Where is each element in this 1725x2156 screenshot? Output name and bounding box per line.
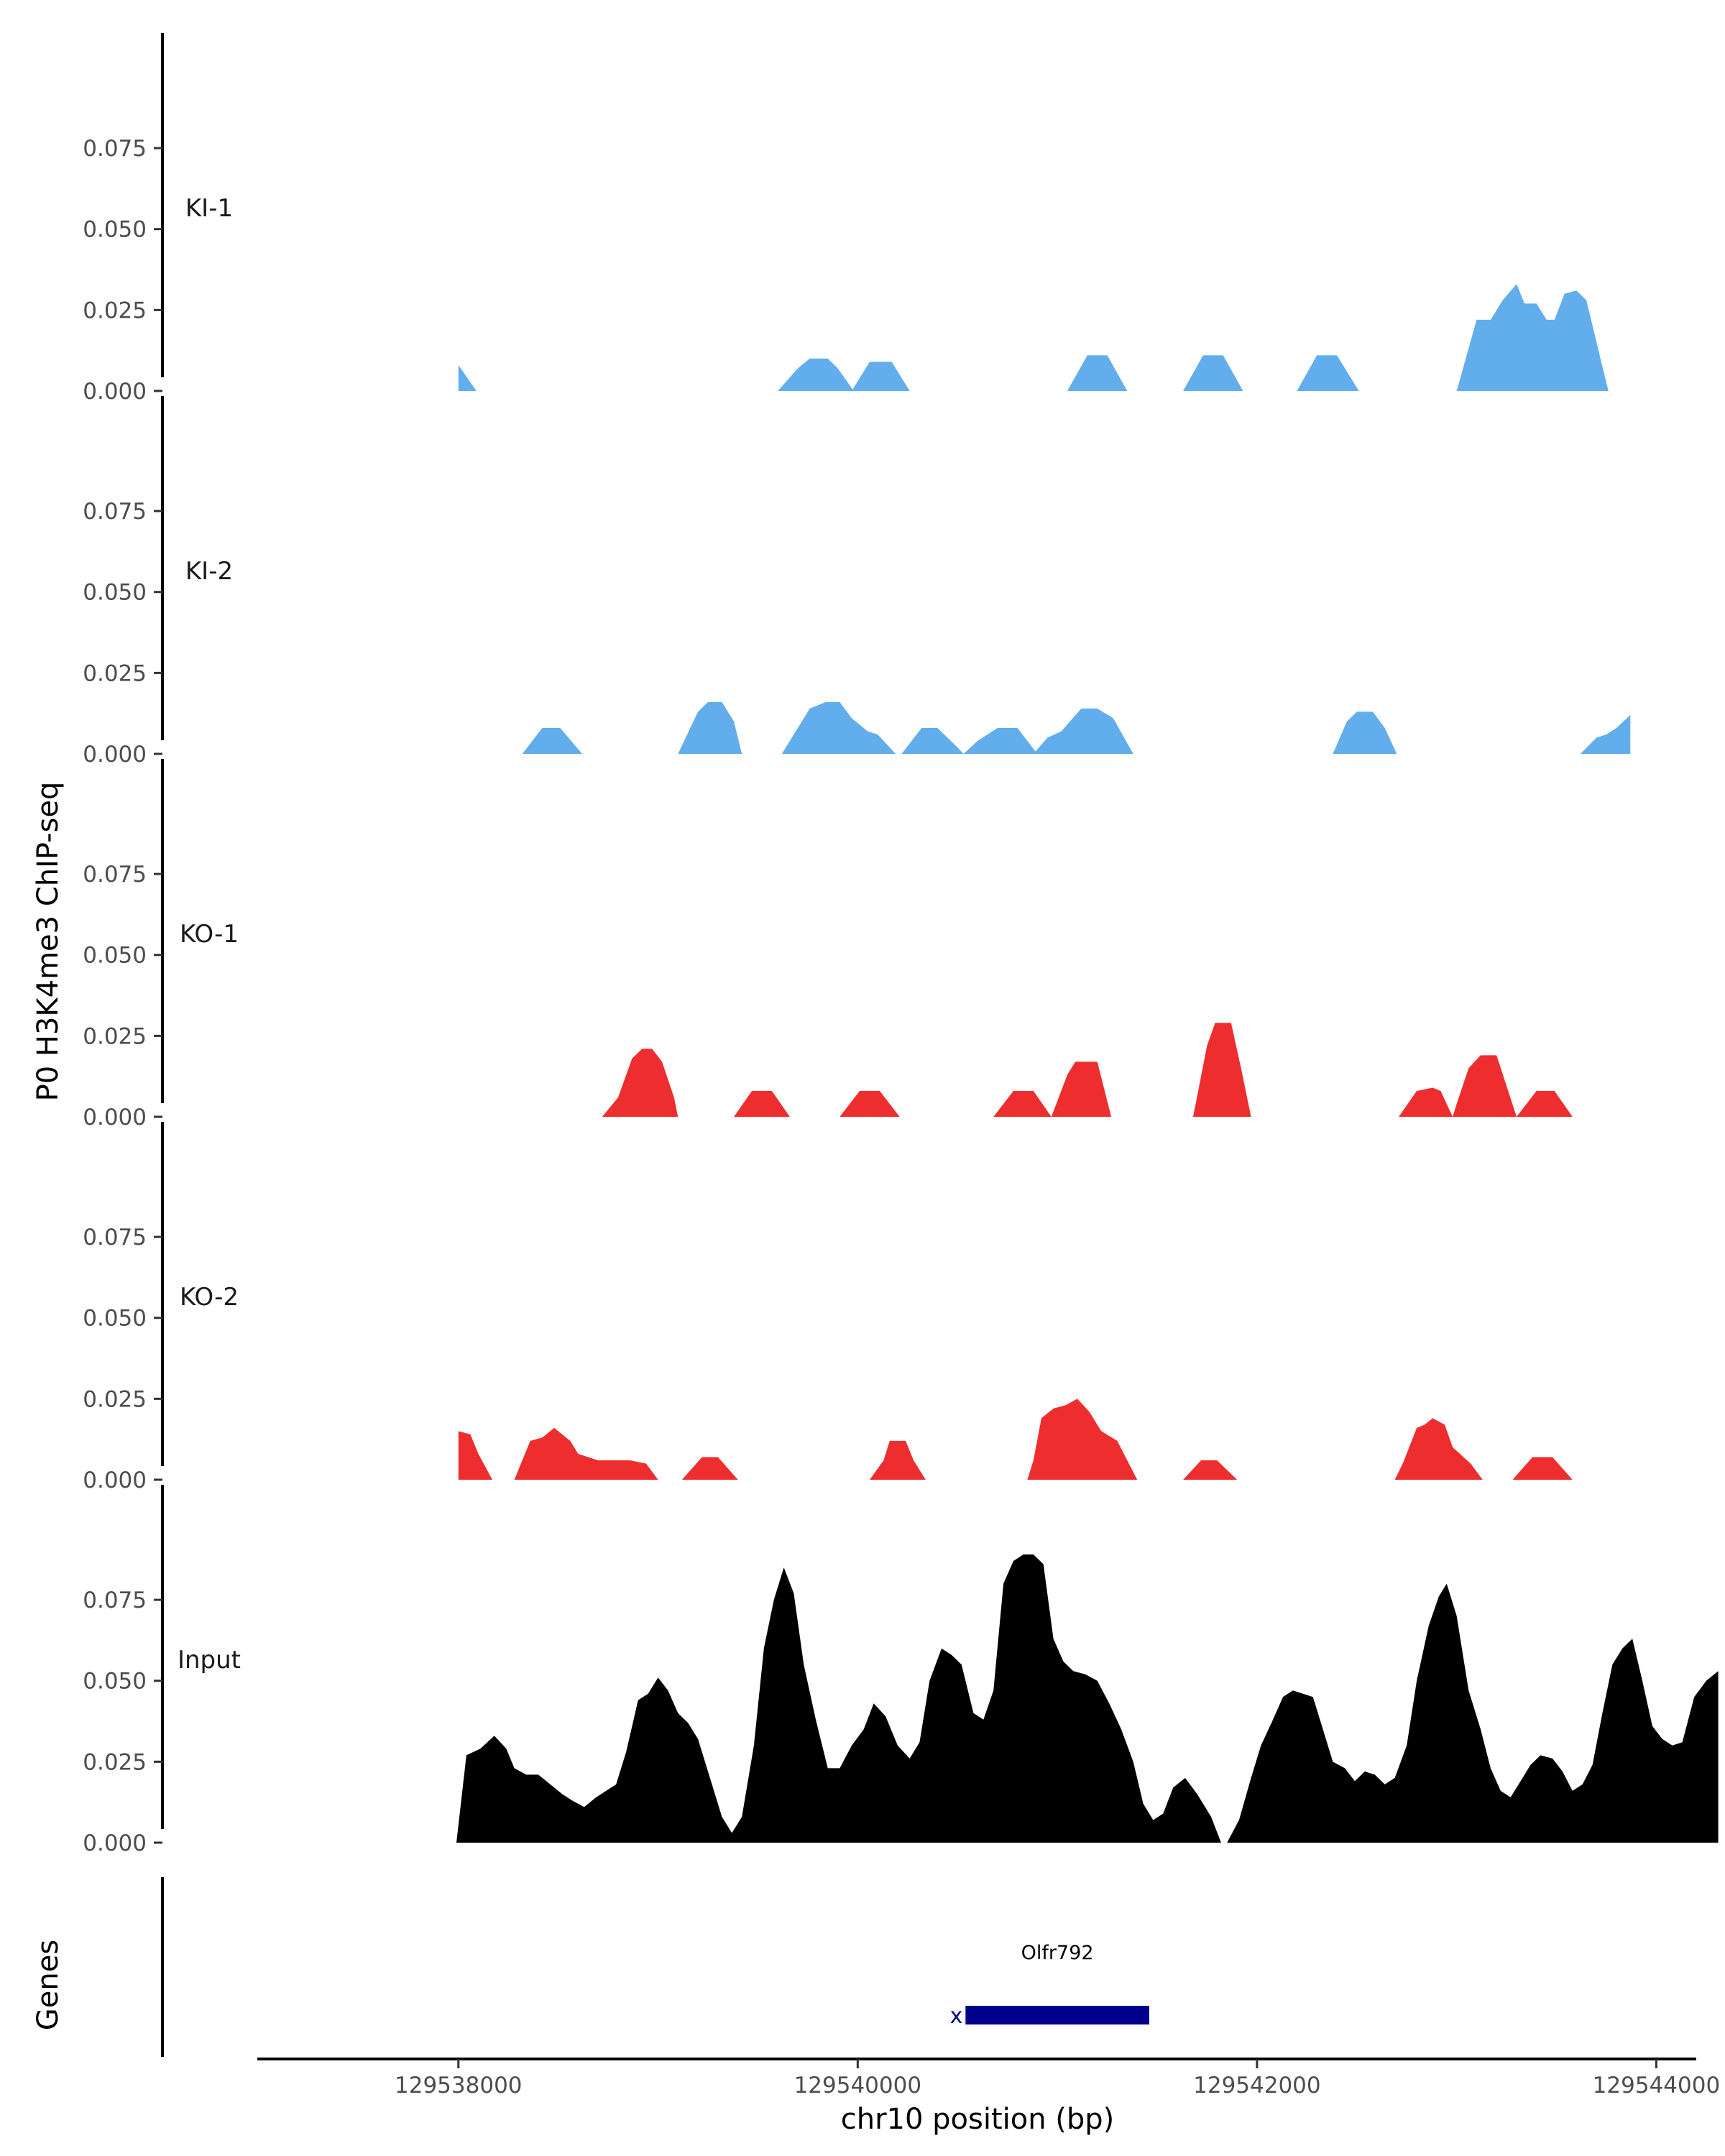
- gene-strand-marker: x: [950, 2004, 963, 2029]
- y-tick-label: 0.050: [83, 943, 147, 969]
- y-tick-label: 0.025: [83, 298, 147, 323]
- y-tick-label: 0.050: [83, 217, 147, 243]
- track-label: KI-1: [185, 194, 233, 223]
- signal-peak: [1517, 1091, 1573, 1117]
- signal-peak: [1456, 284, 1609, 391]
- track-ko-2: 0.000 0.025 0.050 0.075 KO-2: [83, 1122, 1573, 1493]
- y-tick-label: 0.000: [83, 379, 147, 405]
- signal-peak: [1453, 1055, 1517, 1117]
- y-tick-label: 0.000: [83, 1468, 147, 1493]
- signal-peak: [852, 361, 910, 391]
- track-ki-1: 0.000 0.025 0.050 0.075 KI-1: [83, 33, 1609, 405]
- genes-panel: Genes x Olfr792: [32, 1877, 1149, 2057]
- tracks-area: 0.0000.0250.0500.075KI-10.0000.0250.0500…: [83, 33, 1719, 1856]
- signal-peak: [1183, 1460, 1238, 1480]
- y-tick-label: 0.075: [83, 499, 147, 525]
- y-tick-label: 0.025: [83, 660, 147, 686]
- x-tick-label: 129544000: [1593, 2073, 1721, 2099]
- signal-peak: [1027, 1399, 1138, 1480]
- signal-peak: [678, 701, 742, 754]
- signal-peak: [1512, 1457, 1573, 1480]
- signal-peak: [781, 701, 896, 754]
- signal-peak: [522, 728, 582, 754]
- track-ko-1: 0.000 0.025 0.050 0.075 KO-1: [83, 759, 1573, 1130]
- y-tick-label: 0.050: [83, 580, 147, 606]
- track-label: Input: [178, 1646, 241, 1674]
- signal-peak: [901, 728, 1038, 754]
- signal-peak: [602, 1049, 678, 1117]
- track-input: 0.000 0.025 0.050 0.075 Input: [83, 1485, 1719, 1856]
- track-label: KO-2: [180, 1283, 239, 1312]
- y-tick-label: 0.075: [83, 862, 147, 888]
- x-tick-label: 129538000: [395, 2073, 523, 2099]
- signal-peak: [1051, 1061, 1112, 1117]
- signal-peak: [458, 1431, 492, 1480]
- signal-peak: [681, 1457, 738, 1480]
- gene-body: [965, 2006, 1149, 2024]
- y-tick-label: 0.075: [83, 1588, 147, 1613]
- signal-peak: [1067, 355, 1128, 391]
- y-tick-label: 0.025: [83, 1386, 147, 1412]
- signal-peak: [1193, 1023, 1251, 1117]
- signal-peak: [870, 1440, 926, 1480]
- signal-peak: [1580, 714, 1631, 754]
- signal-peak: [993, 1091, 1052, 1117]
- signal-peak: [1399, 1087, 1453, 1117]
- signal-peak: [1394, 1418, 1483, 1480]
- y-tick-label: 0.075: [83, 136, 147, 162]
- gene-label: Olfr792: [1021, 1942, 1094, 1964]
- y-tick-label: 0.050: [83, 1306, 147, 1332]
- y-axis-title: P0 H3K4me3 ChIP-seq: [32, 782, 65, 1102]
- signal-peak: [778, 358, 854, 391]
- track-ki-2: 0.000 0.025 0.050 0.075 KI-2: [83, 396, 1631, 768]
- x-tick-label: 129540000: [794, 2073, 922, 2099]
- signal-peak: [840, 1091, 900, 1117]
- signal-peak: [514, 1427, 658, 1480]
- genes-axis-title: Genes: [32, 1940, 65, 2030]
- track-label: KI-2: [185, 557, 233, 586]
- signal-peak: [456, 1554, 1221, 1843]
- x-axis: 129538000 129540000 129542000 129544000 chr1…: [257, 2058, 1721, 2136]
- signal-peak: [1033, 708, 1133, 754]
- signal-peak: [734, 1091, 790, 1117]
- y-tick-label: 0.075: [83, 1225, 147, 1250]
- x-axis-title: chr10 position (bp): [841, 2103, 1115, 2136]
- y-tick-label: 0.050: [83, 1669, 147, 1695]
- signal-peak: [1333, 711, 1397, 754]
- x-tick-label: 129542000: [1193, 2073, 1321, 2099]
- y-tick-label: 0.000: [83, 1830, 147, 1856]
- signal-peak: [1183, 355, 1243, 391]
- track-label: KO-1: [180, 920, 239, 949]
- y-tick-label: 0.000: [83, 742, 147, 768]
- y-tick-label: 0.000: [83, 1105, 147, 1130]
- y-tick-label: 0.025: [83, 1023, 147, 1049]
- signal-peak: [458, 365, 477, 391]
- y-tick-label: 0.025: [83, 1749, 147, 1775]
- signal-peak: [1297, 355, 1359, 391]
- signal-peak: [1227, 1583, 1719, 1843]
